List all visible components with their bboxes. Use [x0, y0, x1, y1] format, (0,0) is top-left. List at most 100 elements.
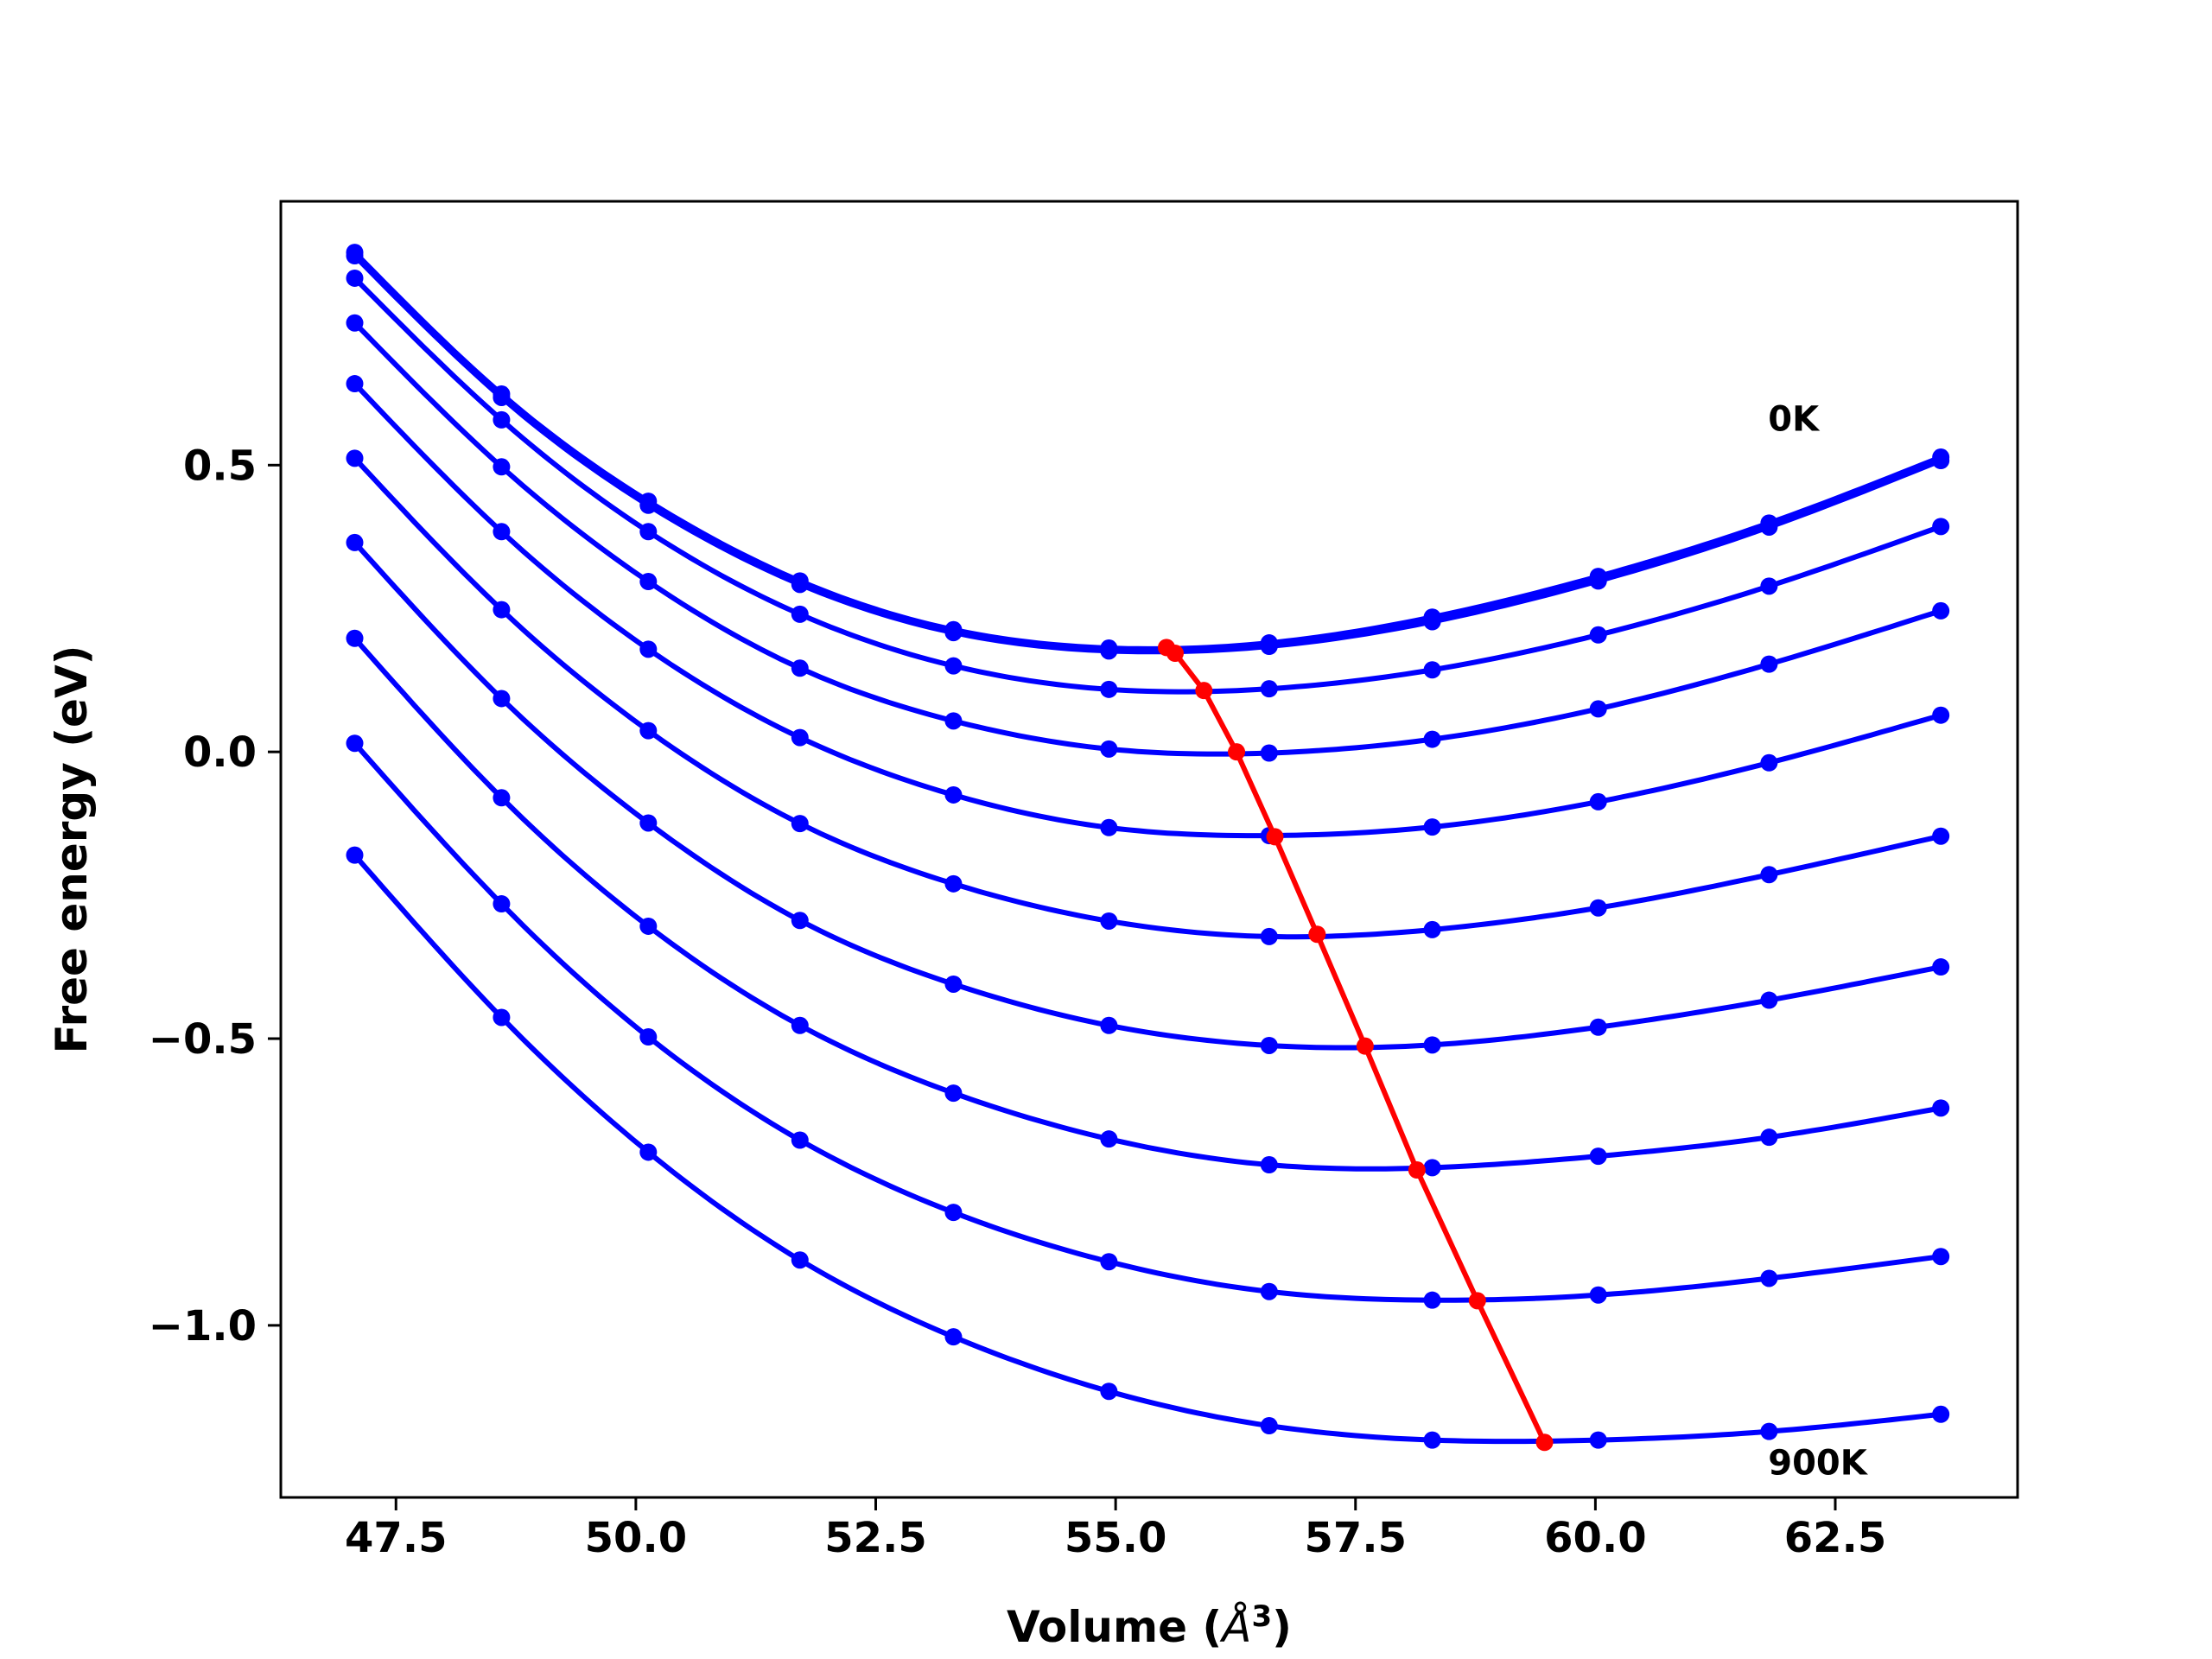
- curve-6-point-7: [1423, 1036, 1441, 1054]
- energy-curves: [346, 244, 1950, 1449]
- x-tick-label: 47.5: [345, 1514, 447, 1562]
- curve-6: [353, 540, 1942, 1051]
- curve-7-point-9: [1760, 1128, 1778, 1147]
- curve-6-point-9: [1760, 991, 1778, 1009]
- curve-9-point-10: [1932, 1405, 1950, 1423]
- curve-6-point-4: [944, 975, 963, 993]
- curve-6-point-6: [1260, 1036, 1278, 1054]
- y-tick-label: 0.5: [183, 442, 257, 490]
- curve-6-point-2: [639, 814, 658, 832]
- curve-2-point-5: [1100, 680, 1118, 698]
- curve-2-point-9: [1760, 577, 1778, 595]
- annotation-900k: 900K: [1768, 1443, 1868, 1483]
- curve-7-point-5: [1100, 1130, 1118, 1148]
- curve-1-point-3: [791, 575, 809, 594]
- curve-1-point-0: [346, 247, 364, 265]
- curve-1-point-7: [1423, 613, 1441, 631]
- curve-1-point-5: [1100, 642, 1118, 660]
- curve-8-point-1: [493, 895, 511, 913]
- curve-4-point-1: [493, 523, 511, 541]
- x-tick-label: 57.5: [1305, 1514, 1407, 1562]
- curve-3-point-7: [1423, 730, 1441, 748]
- curve-9-point-5: [1100, 1382, 1118, 1401]
- curve-2-point-2: [639, 523, 658, 541]
- curve-8-point-4: [944, 1204, 963, 1222]
- curve-4-point-9: [1760, 753, 1778, 772]
- curve-7-point-3: [791, 1016, 809, 1034]
- curve-8-point-8: [1589, 1286, 1607, 1304]
- minimum-point-5: [1308, 925, 1326, 944]
- minimum-point-6: [1356, 1037, 1374, 1055]
- curve-8-point-6: [1260, 1282, 1278, 1300]
- curve-9: [353, 853, 1942, 1445]
- curve-1-point-10: [1932, 452, 1950, 469]
- curve-4-point-0: [346, 375, 364, 393]
- x-axis-label-exponent: 3: [1252, 1599, 1273, 1634]
- curve-2-point-4: [944, 657, 963, 675]
- curve-2-point-0: [346, 269, 364, 287]
- curve-4-point-8: [1589, 792, 1607, 810]
- curve-6-point-0: [346, 533, 364, 551]
- curve-2-point-7: [1423, 661, 1441, 679]
- minima-path: [1165, 645, 1548, 1444]
- curve-5-point-8: [1589, 899, 1607, 917]
- curve-1-point-2: [639, 496, 658, 514]
- curve-5-point-5: [1100, 912, 1118, 930]
- curve-4-point-2: [639, 640, 658, 658]
- curve-7-point-2: [639, 917, 658, 935]
- curve-8-point-5: [1100, 1253, 1118, 1271]
- curve-9-point-1: [493, 1008, 511, 1027]
- curve-3-point-8: [1589, 700, 1607, 718]
- curve-3-point-2: [639, 573, 658, 591]
- curve-8-point-10: [1932, 1248, 1950, 1266]
- curve-9-point-4: [944, 1328, 963, 1346]
- x-tick-label: 52.5: [824, 1514, 926, 1562]
- curve-5-point-2: [639, 721, 658, 740]
- minimum-point-9: [1535, 1433, 1554, 1452]
- curve-9-point-0: [346, 846, 364, 864]
- curve-8-point-3: [791, 1131, 809, 1149]
- y-tick-label: −1.0: [149, 1302, 257, 1351]
- curve-8-point-0: [346, 734, 364, 753]
- curve-8-point-7: [1423, 1291, 1441, 1309]
- minimum-point-3: [1228, 743, 1246, 761]
- curve-7-point-8: [1589, 1147, 1607, 1166]
- curve-6-point-1: [493, 690, 511, 708]
- curve-3: [353, 321, 1942, 757]
- curve-7-point-10: [1932, 1099, 1950, 1117]
- curve-4-point-5: [1100, 818, 1118, 836]
- x-axis-label-close: ): [1272, 1602, 1292, 1652]
- curve-2-point-8: [1589, 626, 1607, 644]
- curve-2: [353, 276, 1942, 695]
- curve-6-point-8: [1589, 1018, 1607, 1036]
- curve-5-point-1: [493, 601, 511, 619]
- curve-5-point-3: [791, 815, 809, 833]
- curve-1: [353, 253, 1942, 655]
- annotation-0k: 0K: [1768, 399, 1821, 439]
- curve-2-point-3: [791, 605, 809, 623]
- x-tick-label: 50.0: [585, 1514, 687, 1562]
- x-axis-label-text: Volume (: [1007, 1602, 1222, 1652]
- curve-7-point-0: [346, 629, 364, 647]
- curve-1-point-1: [493, 388, 511, 406]
- curve-6-point-5: [1100, 1016, 1118, 1034]
- curve-7-point-1: [493, 789, 511, 807]
- y-axis-label: Free energy (eV): [47, 645, 97, 1053]
- minimum-point-1: [1166, 645, 1184, 663]
- curve-1-point-6: [1260, 638, 1278, 656]
- x-axis-ticks: 47.5 50.0 52.5 55.0 57.5 60.0 62.5: [345, 1497, 1886, 1562]
- curve-6-point-3: [791, 912, 809, 930]
- curve-9-point-6: [1260, 1417, 1278, 1435]
- curve-8-point-9: [1760, 1269, 1778, 1287]
- curve-6-point-10: [1932, 958, 1950, 976]
- curve-9-point-7: [1423, 1431, 1441, 1449]
- curve-1-point-4: [944, 624, 963, 642]
- curve-5-point-10: [1932, 827, 1950, 845]
- curve-9-point-9: [1760, 1422, 1778, 1440]
- curve-4: [353, 382, 1942, 839]
- minimum-point-8: [1468, 1292, 1486, 1310]
- x-axis-label: Volume (Å3): [1007, 1599, 1292, 1652]
- curve-3-point-3: [791, 659, 809, 677]
- minimum-point-7: [1408, 1161, 1426, 1179]
- curve-0: [353, 250, 1942, 652]
